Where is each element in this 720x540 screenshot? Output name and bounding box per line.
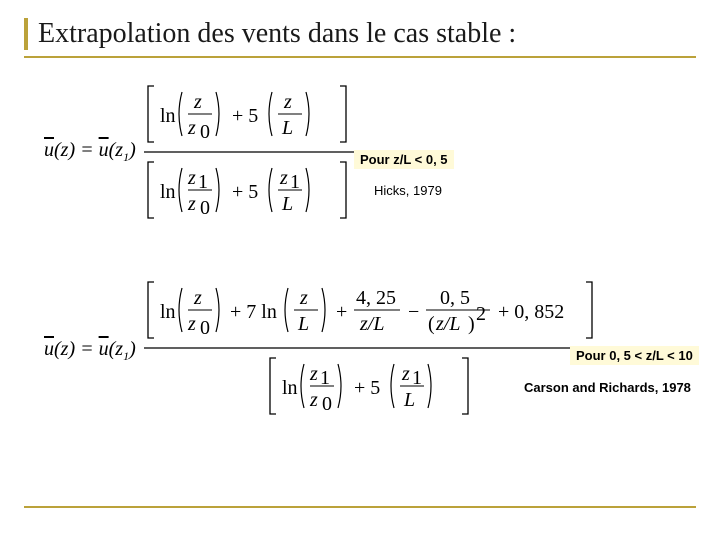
formula-1-citation: Hicks, 1979 bbox=[374, 183, 442, 198]
content-area: u(z) = u(z1) ln z z 0 + 5 z L bbox=[24, 58, 696, 498]
svg-text:L: L bbox=[297, 313, 309, 335]
formula-1: u(z) = u(z1) ln z z 0 + 5 z L bbox=[44, 80, 370, 224]
svg-text:z: z bbox=[187, 167, 196, 189]
svg-text:+: + bbox=[336, 301, 347, 323]
svg-text:+ 7 ln: + 7 ln bbox=[230, 301, 277, 323]
formula-1-prefix: u(z) = u(z1) bbox=[44, 139, 136, 165]
svg-text:z: z bbox=[309, 389, 318, 411]
svg-text:1: 1 bbox=[320, 367, 330, 389]
svg-text:L: L bbox=[403, 389, 415, 411]
svg-text:(: ( bbox=[428, 313, 435, 335]
bottom-rule bbox=[24, 506, 696, 508]
svg-text:z: z bbox=[187, 117, 196, 139]
svg-text:+ 0, 852: + 0, 852 bbox=[498, 301, 564, 323]
svg-text:0: 0 bbox=[322, 393, 332, 415]
svg-text:0: 0 bbox=[200, 197, 210, 219]
formula-2-condition: Pour 0, 5 < z/L < 10 bbox=[570, 346, 699, 365]
svg-text:ln: ln bbox=[160, 105, 176, 127]
formula-1-condition: Pour z/L < 0, 5 bbox=[354, 150, 454, 169]
svg-text:1: 1 bbox=[412, 367, 422, 389]
svg-text:4, 25: 4, 25 bbox=[356, 287, 396, 309]
svg-text:0: 0 bbox=[200, 121, 210, 143]
svg-text:z: z bbox=[283, 91, 292, 113]
svg-text:L: L bbox=[281, 193, 293, 215]
svg-text:z: z bbox=[401, 363, 410, 385]
svg-text:2: 2 bbox=[476, 303, 486, 325]
svg-text:1: 1 bbox=[198, 171, 208, 193]
svg-text:0: 0 bbox=[200, 317, 210, 339]
svg-text:ln: ln bbox=[282, 377, 298, 399]
svg-text:0, 5: 0, 5 bbox=[440, 287, 470, 309]
svg-text:): ) bbox=[468, 313, 475, 335]
svg-text:ln: ln bbox=[160, 301, 176, 323]
svg-text:1: 1 bbox=[290, 171, 300, 193]
svg-text:−: − bbox=[408, 301, 419, 323]
svg-text:+ 5: + 5 bbox=[354, 377, 380, 399]
slide-title: Extrapolation des vents dans le cas stab… bbox=[38, 18, 696, 50]
svg-text:z: z bbox=[279, 167, 288, 189]
svg-text:z/L: z/L bbox=[359, 313, 384, 335]
svg-text:+ 5: + 5 bbox=[232, 181, 258, 203]
formula-2-fraction: ln z z 0 + 7 ln z L + 4, 25 z/L bbox=[140, 276, 610, 426]
svg-text:z: z bbox=[309, 363, 318, 385]
svg-text:+ 5: + 5 bbox=[232, 105, 258, 127]
svg-text:z: z bbox=[187, 313, 196, 335]
formula-2-citation: Carson and Richards, 1978 bbox=[524, 380, 691, 395]
formula-2: u(z) = u(z1) ln z z 0 + 7 ln z bbox=[44, 276, 610, 426]
formula-1-fraction: ln z z 0 + 5 z L ln z bbox=[140, 80, 370, 224]
formula-2-prefix: u(z) = u(z1) bbox=[44, 338, 136, 364]
svg-text:z: z bbox=[187, 193, 196, 215]
svg-text:z: z bbox=[193, 91, 202, 113]
svg-text:L: L bbox=[281, 117, 293, 139]
title-block: Extrapolation des vents dans le cas stab… bbox=[24, 18, 696, 50]
svg-text:ln: ln bbox=[160, 181, 176, 203]
svg-text:z/L: z/L bbox=[435, 313, 460, 335]
svg-text:z: z bbox=[299, 287, 308, 309]
svg-text:z: z bbox=[193, 287, 202, 309]
